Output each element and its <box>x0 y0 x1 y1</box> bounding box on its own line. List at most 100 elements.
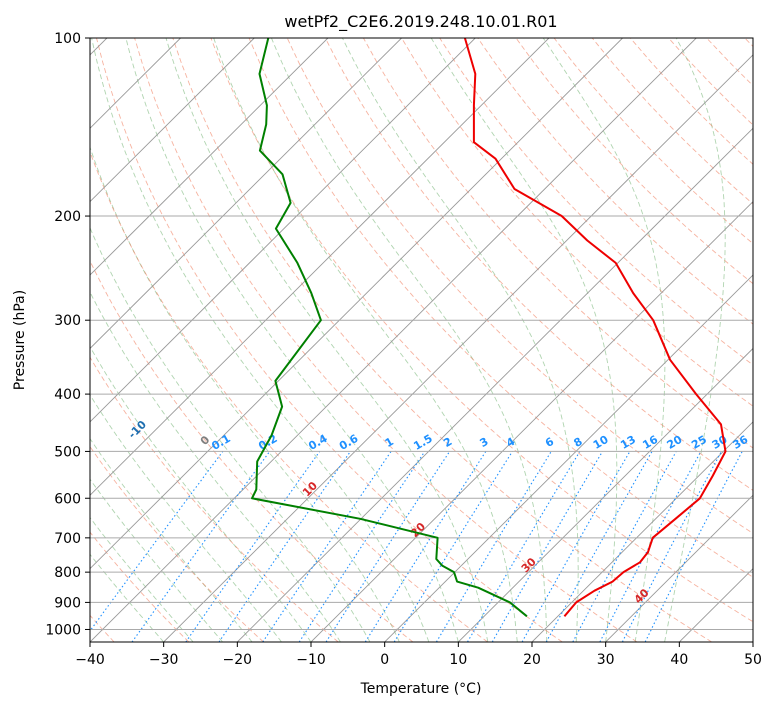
moist-adiabat <box>90 516 194 642</box>
dry-adiabat <box>553 38 753 245</box>
mixing-ratio-label: 20 <box>665 433 685 452</box>
moist-adiabat <box>90 437 253 642</box>
mixing-ratio-label: 13 <box>618 433 638 452</box>
dry-adiabat-label: 20 <box>408 520 428 540</box>
mixing-ratio-line <box>435 451 552 642</box>
moist-adiabat <box>213 38 518 642</box>
mixing-ratio-label: 1.5 <box>411 432 434 453</box>
moist-adiabat <box>91 38 430 642</box>
isotherm-line <box>90 38 550 496</box>
dry-adiabat <box>591 38 753 205</box>
x-axis-label: Temperature (°C) <box>360 681 482 697</box>
mixing-ratio-label: 30 <box>710 433 730 452</box>
x-tick-label: 0 <box>380 652 389 668</box>
isotherm-line <box>90 38 402 350</box>
moist-adiabat <box>90 226 371 642</box>
y-axis: 100 200 300 400 500 600 700 800 900 1000 <box>45 31 90 638</box>
x-tick-label: 50 <box>744 652 762 668</box>
moist-adiabat <box>90 478 223 642</box>
mixing-ratio-line <box>90 451 224 632</box>
dry-adiabat <box>134 38 638 642</box>
dry-adiabat <box>401 38 753 407</box>
y-tick-label: 100 <box>54 31 81 47</box>
mixing-ratio-line <box>131 451 271 642</box>
dry-adiabat <box>90 531 190 642</box>
isotherm-line <box>90 38 476 423</box>
mixing-ratio-lines <box>90 451 743 642</box>
x-tick-label: −20 <box>223 652 253 668</box>
chart-title: wetPf2_C2E6.2019.248.10.01.R01 <box>284 12 557 32</box>
y-tick-label: 500 <box>54 444 81 460</box>
dry-adiabat <box>668 38 753 126</box>
x-tick-label: −10 <box>296 652 326 668</box>
x-tick-label: 40 <box>670 652 688 668</box>
moist-adiabat <box>664 38 726 642</box>
mixing-ratio-line <box>262 451 392 642</box>
isotherm-line <box>310 201 753 642</box>
x-tick-label: 20 <box>523 652 541 668</box>
isotherm-line <box>90 38 255 203</box>
moist-adiabat <box>165 38 489 642</box>
dry-adiabat <box>515 38 753 285</box>
isotherm-line <box>605 494 753 642</box>
dewpoint-profile <box>251 38 528 618</box>
moist-adiabat <box>90 394 282 642</box>
dry-adiabat <box>172 38 712 642</box>
x-axis: −40 −30 −20 −10 0 10 20 30 40 50 <box>75 642 762 668</box>
x-tick-label: −40 <box>75 652 105 668</box>
mixing-ratio-line <box>572 451 677 642</box>
mixing-ratio-label: 0.4 <box>306 432 330 453</box>
dry-adiabat <box>324 38 753 491</box>
mixing-ratio-line <box>185 451 321 642</box>
dry-adiabat <box>210 38 753 623</box>
isotherm-line <box>458 347 753 642</box>
mixing-ratio-line <box>545 451 653 642</box>
dry-adiabat-label: 40 <box>632 586 652 606</box>
mixing-ratio-label: 8 <box>572 435 585 450</box>
mixing-ratio-label: 3 <box>478 435 491 450</box>
y-tick-label: 400 <box>54 387 81 403</box>
dry-adiabat <box>90 445 264 642</box>
isotherm-line <box>90 38 623 570</box>
mixing-ratio-line <box>298 451 426 642</box>
moist-adiabat <box>270 38 548 642</box>
mixing-ratio-label: 1 <box>383 435 396 450</box>
mixing-ratio-label: 36 <box>731 433 751 452</box>
y-tick-label: 600 <box>54 491 81 507</box>
isotherm-line <box>384 274 753 642</box>
isotherm-line <box>90 38 697 642</box>
background-lines <box>90 38 753 642</box>
dry-adiabats <box>90 38 753 642</box>
moist-adiabat <box>90 146 400 642</box>
dry-adiabat <box>477 38 753 325</box>
y-tick-label: 300 <box>54 313 81 329</box>
mixing-ratio-line <box>218 451 351 642</box>
dry-adiabat <box>90 356 339 642</box>
temperature-profile <box>463 38 727 617</box>
y-axis-label: Pressure (hPa) <box>12 290 28 390</box>
mixing-ratio-line <box>621 451 722 642</box>
mixing-ratio-line <box>393 451 513 642</box>
pressure-gridlines <box>90 38 753 630</box>
y-tick-label: 200 <box>54 209 81 225</box>
moist-adiabat <box>542 38 666 642</box>
mixing-ratio-label: 25 <box>689 433 709 452</box>
dry-adiabat <box>248 38 753 578</box>
x-tick-label: −30 <box>149 652 179 668</box>
x-tick-label: 10 <box>449 652 467 668</box>
mixing-ratio-line <box>644 451 743 642</box>
isotherms <box>90 38 753 642</box>
dry-adiabat <box>439 38 753 366</box>
y-tick-label: 1000 <box>45 622 81 638</box>
y-tick-label: 700 <box>54 531 81 547</box>
moist-adiabat <box>430 38 618 642</box>
dry-adiabat <box>744 38 753 48</box>
dry-adiabat <box>96 38 563 642</box>
mixing-ratio-label: 10 <box>591 433 611 452</box>
isotherm-line <box>90 38 329 276</box>
mixing-ratio-label: 0.1 <box>209 432 232 453</box>
mixing-ratio-line <box>325 451 451 642</box>
isotherm-line <box>531 421 753 642</box>
isotherm-line <box>679 567 753 642</box>
